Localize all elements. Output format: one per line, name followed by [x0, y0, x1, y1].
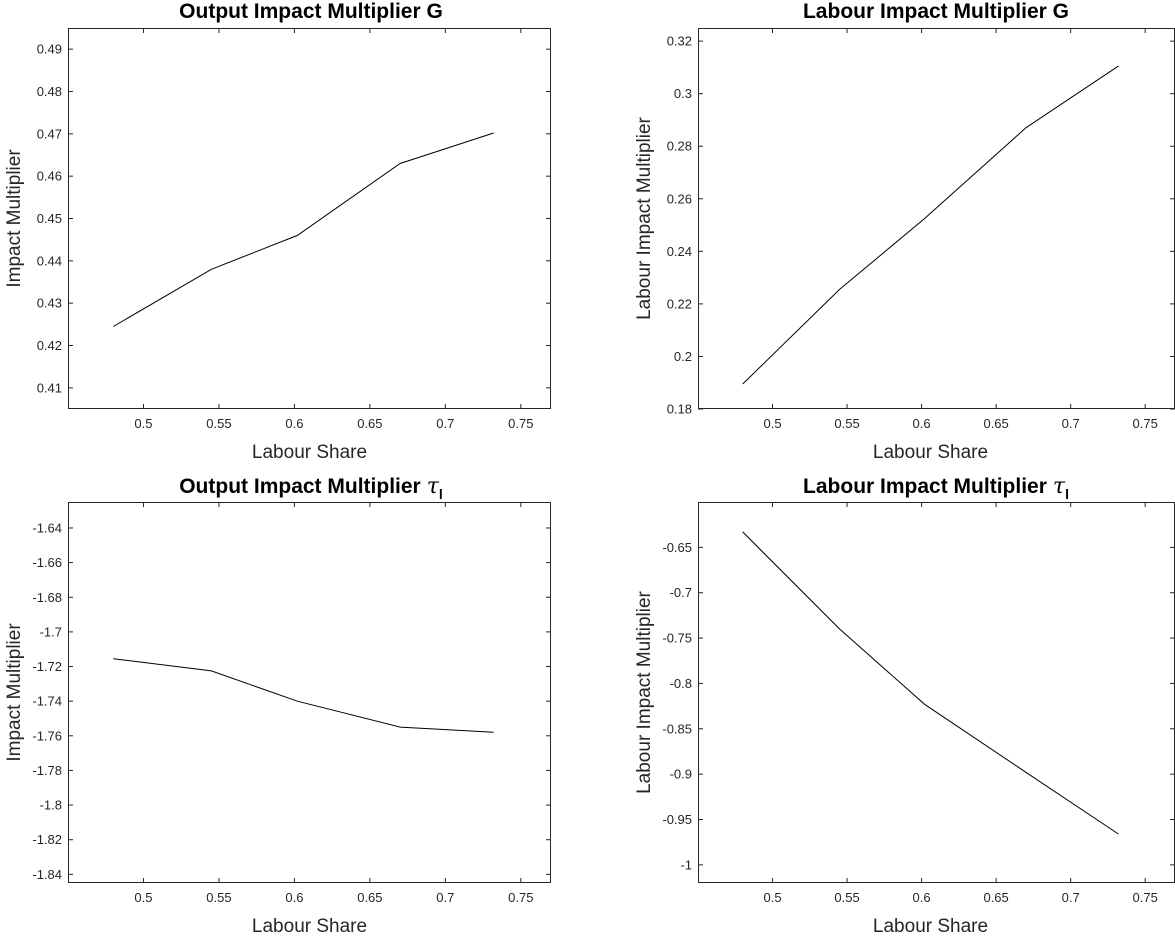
y-tick-label: -1.8 — [40, 798, 62, 813]
series-line — [742, 65, 1119, 385]
x-tick-label: 0.7 — [1062, 890, 1080, 905]
x-tick-label: 0.7 — [1062, 416, 1080, 431]
y-axis-label: Labour Impact Multiplier — [634, 116, 655, 319]
series-line — [113, 658, 494, 733]
y-tick-label: 0.28 — [667, 139, 692, 154]
y-tick-label: -0.65 — [662, 540, 692, 555]
y-tick-label: -1 — [680, 857, 692, 872]
x-tick-label: 0.75 — [508, 416, 533, 431]
x-axis-label: Labour Share — [252, 442, 367, 463]
x-tick-label: 0.7 — [436, 416, 454, 431]
tau-subscript: l — [1065, 486, 1069, 502]
y-tick-label: 0.46 — [37, 169, 62, 184]
y-axis-label: Impact Multiplier — [4, 623, 25, 762]
y-tick-label: 0.3 — [674, 86, 692, 101]
y-tick-label: -1.78 — [32, 763, 62, 778]
y-tick-label: -0.75 — [662, 631, 692, 646]
y-tick-label: 0.26 — [667, 191, 692, 206]
y-tick-label: -0.85 — [662, 721, 692, 736]
x-axis-label: Labour Share — [252, 916, 367, 937]
chart-title-text: Output Impact Multiplier G — [179, 0, 443, 23]
y-tick-label: -1.7 — [40, 624, 62, 639]
plot-area — [698, 28, 1175, 409]
y-tick-label: 0.44 — [37, 253, 62, 268]
series-line — [113, 132, 494, 327]
x-tick-label: 0.75 — [508, 890, 533, 905]
chart-title-text: Labour Impact Multiplier — [803, 475, 1047, 498]
x-tick-label: 0.7 — [436, 890, 454, 905]
y-tick-label: 0.43 — [37, 296, 62, 311]
x-tick-label: 0.55 — [206, 890, 231, 905]
chart-title: Output Impact Multiplier G — [179, 0, 443, 24]
y-tick-label: 0.47 — [37, 126, 62, 141]
y-tick-label: -0.8 — [670, 676, 692, 691]
x-tick-label: 0.5 — [763, 416, 781, 431]
x-tick-label: 0.75 — [1133, 416, 1158, 431]
y-tick-label: -0.9 — [670, 767, 692, 782]
y-tick-label: -0.95 — [662, 812, 692, 827]
x-tick-label: 0.65 — [357, 890, 382, 905]
y-tick-label: -1.76 — [32, 728, 62, 743]
y-tick-label: -1.66 — [32, 555, 62, 570]
x-tick-label: 0.65 — [983, 890, 1008, 905]
tau-symbol: τ — [1052, 474, 1066, 499]
y-tick-label: -1.68 — [32, 590, 62, 605]
y-tick-label: -0.7 — [670, 585, 692, 600]
y-tick-label: 0.48 — [37, 84, 62, 99]
y-tick-label: 0.41 — [37, 380, 62, 395]
y-axis-label: Labour Impact Multiplier — [634, 590, 655, 793]
x-tick-label: 0.6 — [913, 416, 931, 431]
series-line — [742, 531, 1119, 835]
y-axis-label: Impact Multiplier — [4, 149, 25, 288]
y-tick-label: 0.42 — [37, 338, 62, 353]
x-tick-label: 0.65 — [357, 416, 382, 431]
x-tick-label: 0.5 — [134, 416, 152, 431]
y-tick-label: 0.32 — [667, 34, 692, 49]
y-tick-label: -1.74 — [32, 694, 62, 709]
x-tick-label: 0.5 — [134, 890, 152, 905]
x-tick-label: 0.6 — [285, 890, 303, 905]
y-tick-label: -1.82 — [32, 832, 62, 847]
y-tick-label: -1.72 — [32, 659, 62, 674]
y-tick-label: -1.84 — [32, 867, 62, 882]
y-tick-label: 0.49 — [37, 42, 62, 57]
y-tick-label: 0.18 — [667, 402, 692, 417]
x-tick-label: 0.55 — [206, 416, 231, 431]
y-tick-label: -1.64 — [32, 520, 62, 535]
tau-subscript: l — [438, 486, 443, 502]
chart-title: Labour Impact Multiplier τl — [803, 474, 1069, 502]
y-tick-label: 0.22 — [667, 296, 692, 311]
tau-symbol: τ — [426, 474, 439, 499]
chart-title-text: Output Impact Multiplier — [179, 475, 421, 498]
chart-title: Labour Impact Multiplier G — [803, 0, 1069, 24]
x-tick-label: 0.55 — [834, 890, 859, 905]
x-tick-label: 0.5 — [763, 890, 781, 905]
x-axis-label: Labour Share — [873, 916, 988, 937]
x-tick-label: 0.6 — [285, 416, 303, 431]
y-tick-label: 0.24 — [667, 244, 692, 259]
x-tick-label: 0.65 — [983, 416, 1008, 431]
chart-title-text: Labour Impact Multiplier G — [802, 0, 1070, 23]
plot-area — [68, 502, 551, 883]
y-tick-label: 0.2 — [674, 349, 692, 364]
y-tick-label: 0.45 — [37, 211, 62, 226]
x-tick-label: 0.75 — [1133, 890, 1158, 905]
x-axis-label: Labour Share — [873, 442, 988, 463]
x-tick-label: 0.55 — [834, 416, 859, 431]
chart-title: Output Impact Multiplier τl — [179, 474, 443, 502]
x-tick-label: 0.6 — [913, 890, 931, 905]
plot-area — [68, 28, 551, 409]
